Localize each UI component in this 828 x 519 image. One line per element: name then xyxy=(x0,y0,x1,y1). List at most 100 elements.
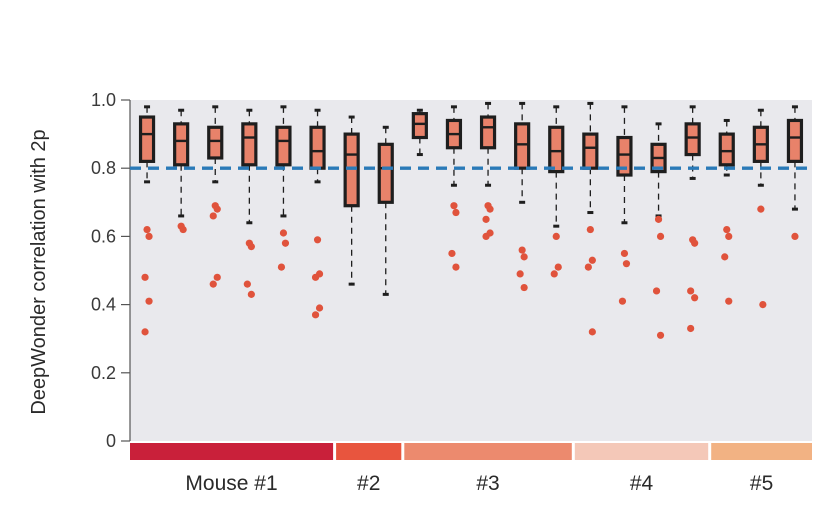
box-plot xyxy=(752,108,769,309)
outlier-point xyxy=(584,263,592,271)
outlier-point xyxy=(757,205,765,213)
group-label: #5 xyxy=(750,472,773,495)
outlier-point xyxy=(279,229,288,237)
y-tick-label: 0.8 xyxy=(91,158,116,178)
box xyxy=(377,142,394,204)
outlier-point xyxy=(586,225,594,234)
outlier-point xyxy=(691,239,699,247)
y-tick-label: 0.6 xyxy=(91,226,116,246)
outlier-point xyxy=(687,324,695,333)
outlier-point xyxy=(654,215,663,223)
outlier-point xyxy=(452,263,460,271)
outlier-point xyxy=(520,253,528,261)
box xyxy=(684,122,701,157)
box-plot xyxy=(479,101,497,240)
outlier-point xyxy=(213,273,221,281)
box-plot xyxy=(411,108,428,157)
outlier-point xyxy=(656,331,665,339)
outlier-point xyxy=(209,212,217,220)
box xyxy=(275,125,292,167)
box-plot xyxy=(309,108,326,319)
y-axis: 0 0.2 0.4 0.6 0.8 1.0 xyxy=(91,90,131,451)
box-plot xyxy=(275,105,292,271)
outlier-point xyxy=(448,249,456,258)
box xyxy=(138,115,156,163)
y-tick-label: 0.4 xyxy=(91,295,116,315)
group-bar xyxy=(130,443,334,460)
box xyxy=(207,125,224,160)
box xyxy=(479,115,497,150)
group-bar xyxy=(336,443,402,460)
outlier-point xyxy=(554,263,562,271)
box-plot xyxy=(173,108,190,234)
outlier-point xyxy=(520,283,528,292)
outlier-point xyxy=(247,290,255,298)
group-label: #2 xyxy=(357,472,380,495)
group-bars: Mouse #1 #2 #3 #4 #5 xyxy=(130,443,812,495)
outlier-point xyxy=(656,232,665,240)
outlier-point xyxy=(618,297,627,305)
box-plot xyxy=(650,122,667,339)
outlier-point xyxy=(213,205,221,213)
outlier-point xyxy=(588,256,596,264)
box xyxy=(241,122,258,167)
outlier-point xyxy=(281,239,290,247)
outlier-point xyxy=(450,202,458,210)
box xyxy=(786,118,804,163)
outlier-point xyxy=(620,249,629,258)
box xyxy=(548,125,565,174)
y-tick-label: 0.2 xyxy=(91,363,116,383)
outlier-point xyxy=(243,280,251,288)
box-plot xyxy=(343,115,360,286)
box xyxy=(309,125,326,170)
outlier-point xyxy=(518,246,526,254)
box-plot xyxy=(138,105,156,336)
group-bar xyxy=(404,443,572,460)
outlier-point xyxy=(145,232,153,240)
outlier-point xyxy=(652,287,661,295)
outlier-point xyxy=(588,328,596,336)
box-plot xyxy=(718,118,735,305)
outlier-point xyxy=(516,270,524,278)
outlier-point xyxy=(141,328,149,336)
outlier-point xyxy=(759,301,767,309)
group-label: Mouse #1 xyxy=(185,472,277,495)
box-plot xyxy=(548,105,565,278)
box-plot xyxy=(241,108,258,298)
box-plot xyxy=(786,105,804,240)
outlier-point xyxy=(145,297,153,305)
box-plot xyxy=(207,105,224,288)
outlier-point xyxy=(315,304,324,312)
outlier-point xyxy=(277,263,286,271)
box-plot xyxy=(514,101,531,292)
boxes xyxy=(138,101,804,339)
box-plot xyxy=(616,105,633,305)
box xyxy=(718,132,735,167)
group-bar xyxy=(574,443,709,460)
outlier-point xyxy=(179,225,187,234)
box-plot xyxy=(684,105,701,333)
outlier-point xyxy=(791,232,799,240)
box-plot xyxy=(445,105,463,271)
group-bar xyxy=(711,443,812,460)
box xyxy=(514,122,531,170)
outlier-point xyxy=(311,311,320,319)
outlier-point xyxy=(622,260,631,268)
outlier-point xyxy=(209,280,217,288)
outlier-point xyxy=(725,297,733,305)
y-axis-title: DeepWonder correlation with 2p xyxy=(28,129,50,414)
outlier-point xyxy=(143,225,151,234)
outlier-point xyxy=(721,253,729,261)
box xyxy=(173,122,190,167)
group-label: #3 xyxy=(476,472,499,495)
outlier-point xyxy=(723,225,731,234)
outlier-point xyxy=(552,232,560,240)
outlier-point xyxy=(687,287,695,295)
outlier-point xyxy=(311,273,320,281)
box xyxy=(411,112,428,140)
outlier-point xyxy=(141,273,149,281)
outlier-point xyxy=(482,232,490,240)
box xyxy=(343,132,360,208)
y-tick-label: 1.0 xyxy=(91,90,116,110)
